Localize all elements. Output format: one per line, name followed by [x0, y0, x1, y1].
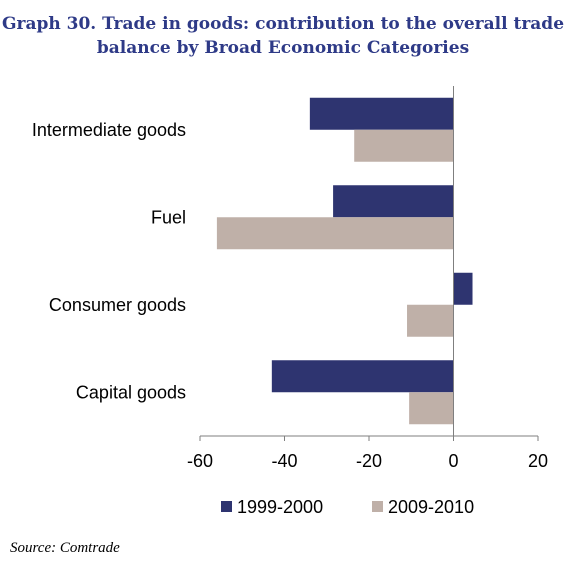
category-label: Capital goods: [76, 382, 186, 402]
chart-title-line-2: balance by Broad Economic Categories: [96, 38, 470, 58]
bar-1999-2000-intermediate-goods: [309, 97, 454, 130]
chart-title-line-1: Graph 30. Trade in goods: contribution t…: [1, 14, 565, 34]
category-label: Consumer goods: [49, 295, 186, 315]
legend-label-1999-2000: 1999-2000: [237, 497, 323, 517]
bar-1999-2000-fuel: [333, 185, 454, 218]
x-tick-label: 0: [448, 451, 458, 471]
category-label: Intermediate goods: [32, 120, 186, 140]
legend-swatch-1999-2000: [221, 501, 232, 512]
x-tick-label: 20: [528, 451, 548, 471]
bar-chart: Intermediate goods Fuel Consumer goods Capi…: [32, 86, 548, 517]
legend-label-2009-2010: 2009-2010: [388, 497, 474, 517]
x-tick-label: -60: [187, 451, 213, 471]
category-label: Fuel: [151, 207, 186, 227]
x-tick-label: -20: [356, 451, 382, 471]
bar-2009-2010-consumer-goods: [407, 304, 454, 337]
bar-2009-2010-intermediate-goods: [354, 129, 454, 162]
x-tick-label: -40: [271, 451, 297, 471]
bar-2009-2010-capital-goods: [409, 392, 454, 425]
legend-swatch-2009-2010: [372, 501, 383, 512]
source-note: Source: Comtrade: [10, 540, 120, 556]
bar-1999-2000-consumer-goods: [453, 272, 473, 305]
bar-2009-2010-fuel: [216, 217, 454, 250]
bar-1999-2000-capital-goods: [271, 360, 454, 393]
chart-title: Graph 30. Trade in goods: contribution t…: [0, 12, 566, 60]
